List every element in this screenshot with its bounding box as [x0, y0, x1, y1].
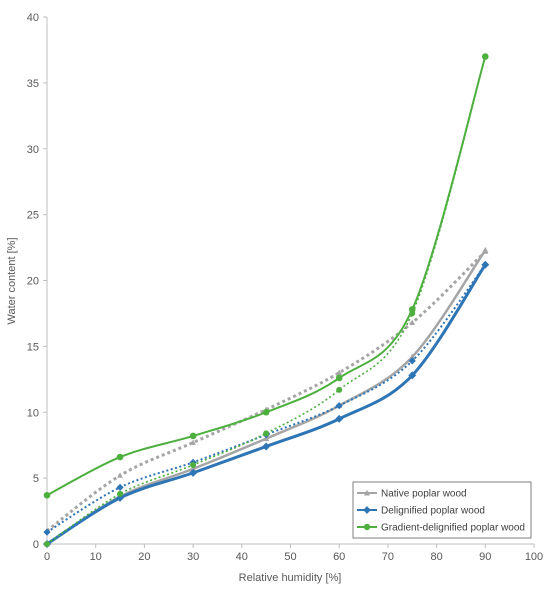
legend-box: [352, 481, 532, 539]
x-tick-label: 0: [44, 551, 50, 563]
axes: 0 10 20 30 40 50 60 70 80 90 100 0 5 10 15 20 25 30 35 40: [27, 12, 543, 563]
x-axis-title: Relative humidity [%]: [239, 572, 342, 584]
y-tick-label: 0: [33, 539, 39, 551]
data-point: [409, 353, 416, 360]
data-point: [481, 260, 490, 269]
y-axis-title: Water content [%]: [6, 237, 18, 324]
series-2: [43, 53, 489, 547]
legend-item: Delignified poplar wood: [357, 506, 485, 517]
x-tick-label: 60: [333, 551, 345, 563]
data-point: [482, 53, 489, 60]
fit-point: [117, 490, 124, 497]
legend-item: Gradient-delignified poplar wood: [357, 523, 525, 534]
x-tick-label: 100: [525, 551, 543, 563]
y-tick-label: 35: [27, 78, 39, 90]
data-point: [190, 465, 197, 472]
y-tick-label: 30: [27, 144, 39, 156]
legend-label: Native poplar wood: [381, 489, 467, 500]
fit-point: [44, 541, 50, 547]
series-layer: [43, 53, 490, 548]
x-tick-label: 80: [430, 551, 442, 563]
x-tick-label: 10: [90, 551, 102, 563]
legend: Native poplar wood Delignified poplar woo…: [352, 481, 532, 539]
fit-point: [117, 472, 123, 478]
data-point: [408, 306, 416, 313]
fit-point: [408, 357, 416, 365]
data-point: [189, 432, 197, 440]
y-tick-label: 20: [27, 276, 39, 288]
legend-item: Native poplar wood: [357, 489, 467, 500]
fit-point: [263, 430, 270, 437]
x-tick-label: 40: [236, 551, 248, 563]
data-point: [262, 408, 270, 416]
x-tick-label: 30: [187, 551, 199, 563]
x-tick-label: 20: [138, 551, 150, 563]
y-tick-label: 40: [27, 12, 39, 24]
legend-label: Gradient-delignified poplar wood: [381, 523, 525, 534]
legend-marker: [364, 489, 370, 496]
series-fit-line: [46, 56, 487, 545]
y-tick-label: 10: [27, 407, 39, 419]
y-tick-label: 15: [27, 341, 39, 353]
legend-label: Delignified poplar wood: [381, 506, 485, 517]
x-tick-label: 70: [382, 551, 394, 563]
fit-point: [335, 402, 343, 410]
fit-point: [190, 461, 197, 468]
fit-point: [409, 319, 416, 325]
data-point: [189, 468, 198, 477]
y-tick-label: 25: [27, 210, 39, 222]
legend-marker: [363, 523, 371, 531]
data-point: [482, 246, 489, 253]
y-tick-label: 5: [33, 473, 39, 485]
data-point: [262, 442, 271, 451]
data-point: [335, 414, 344, 423]
data-point: [116, 453, 124, 461]
x-tick-label: 50: [284, 551, 296, 563]
fit-point: [336, 369, 343, 376]
data-point: [335, 374, 343, 382]
series-line: [46, 56, 487, 497]
legend-marker: [363, 506, 371, 514]
data-point: [408, 371, 417, 380]
fit-point: [43, 528, 51, 536]
fit-point: [190, 439, 196, 445]
fit-point: [116, 483, 124, 491]
data-point: [43, 491, 51, 499]
fit-point: [336, 386, 343, 393]
x-tick-label: 90: [479, 551, 491, 563]
